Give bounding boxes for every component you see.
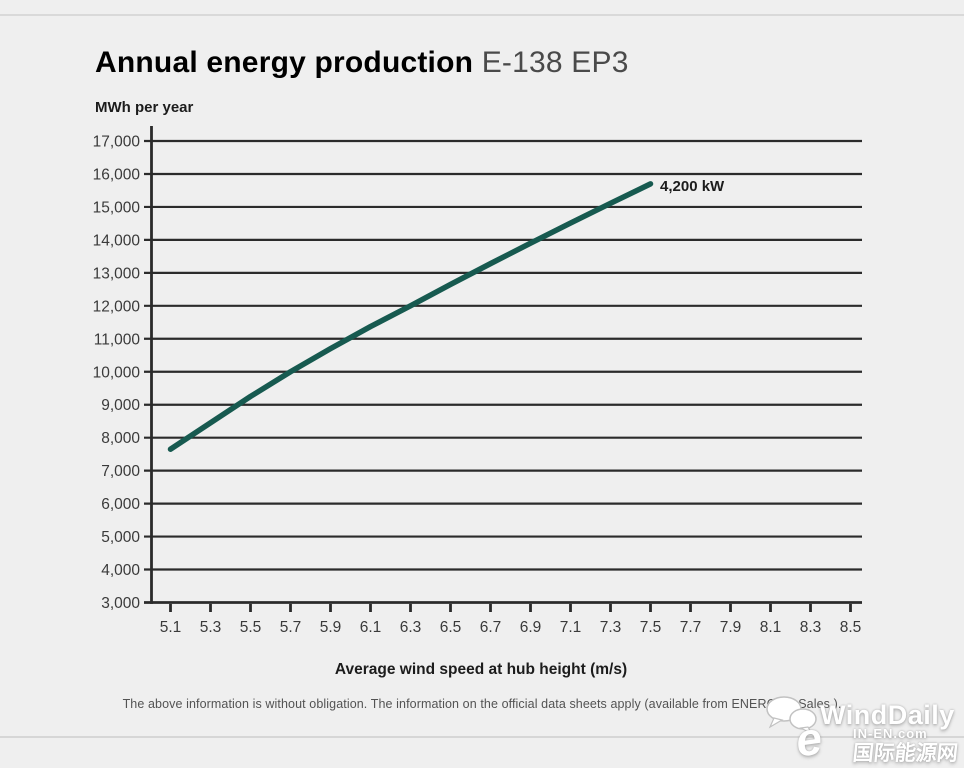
x-tick-label: 6.7 (480, 619, 502, 636)
x-tick-label: 7.5 (640, 619, 662, 636)
x-tick-label: 6.9 (520, 619, 542, 636)
chat-bubbles-icon (766, 696, 817, 736)
x-tick-label: 6.3 (400, 619, 422, 636)
x-tick-label: 8.1 (760, 619, 782, 636)
x-tick-label: 7.1 (560, 619, 582, 636)
x-tick-label: 5.3 (200, 619, 222, 636)
y-tick-label: 16,000 (93, 166, 141, 183)
y-tick-label: 17,000 (93, 134, 141, 151)
y-tick-label: 3,000 (101, 595, 140, 612)
x-tick-label: 8.3 (800, 619, 822, 636)
chart-plot-area: 3,000 4,000 5,000 6,000 7,000 8,000 9,000 10,00… (93, 126, 862, 636)
energy-production-chart: 3,000 4,000 5,000 6,000 7,000 8,000 9,000 10,00… (93, 126, 862, 636)
x-tick-label: 5.5 (240, 619, 262, 636)
y-tick-label: 10,000 (93, 364, 141, 381)
x-tick-label: 5.1 (160, 619, 182, 636)
x-tick-label: 6.5 (440, 619, 462, 636)
production-curve (167, 181, 654, 452)
y-tick-label: 7,000 (101, 463, 140, 480)
y-tick-label: 14,000 (93, 232, 141, 249)
watermark-site-cn: 国际能源网 (851, 742, 960, 765)
y-tick-label: 13,000 (93, 265, 141, 282)
series-label: 4,200 kW (660, 178, 725, 195)
y-tick-label: 8,000 (101, 430, 140, 447)
x-tick-label: 8.5 (840, 619, 862, 636)
x-tick-label: 6.1 (360, 619, 382, 636)
x-tick-label: 5.7 (280, 619, 302, 636)
x-tick-label: 5.9 (320, 619, 342, 636)
y-axis-unit-label: MWh per year (95, 99, 194, 116)
y-tick-label: 6,000 (101, 496, 140, 513)
top-divider (0, 14, 964, 16)
page-title-variant: E-138 EP3 (481, 46, 629, 79)
y-tick-label: 15,000 (93, 199, 141, 216)
page-title: Annual energy production E-138 EP3 (95, 46, 629, 80)
page-title-main: Annual energy production (95, 46, 474, 79)
bottom-divider (0, 736, 964, 738)
x-axis-title: Average wind speed at hub height (m/s) (334, 661, 628, 678)
footnote: The above information is without obligat… (122, 697, 842, 711)
x-tick-label: 7.9 (720, 619, 742, 636)
x-tick-label: 7.3 (600, 619, 622, 636)
y-tick-label: 12,000 (93, 298, 141, 315)
watermark-brand: WindDaily (820, 700, 955, 730)
watermark-site: IN-EN.com (853, 726, 928, 741)
y-tick-label: 4,000 (101, 562, 140, 579)
y-tick-label: 5,000 (101, 529, 140, 546)
x-tick-label: 7.7 (680, 619, 702, 636)
y-tick-label: 9,000 (101, 397, 140, 414)
y-tick-label: 11,000 (94, 331, 141, 348)
